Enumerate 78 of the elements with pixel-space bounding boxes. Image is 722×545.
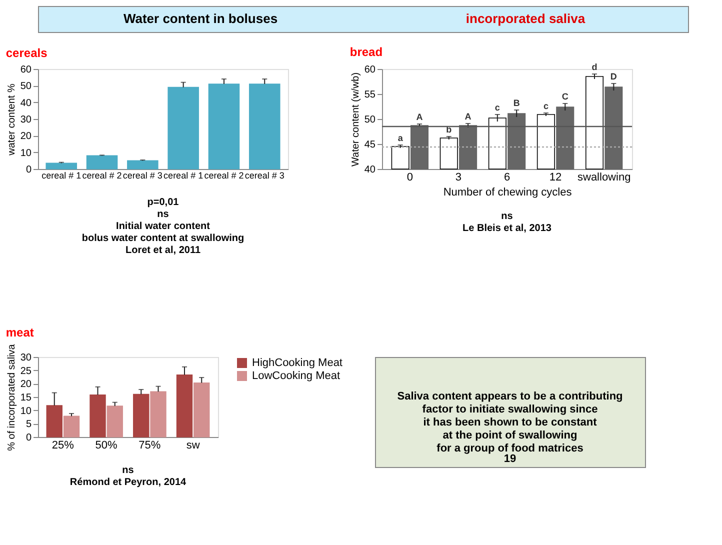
y-tick-label: 40 (364, 164, 376, 176)
y-tick-label: 10 (20, 148, 32, 159)
y-axis-title: water content % (6, 84, 18, 156)
data-label: d (592, 62, 598, 72)
data-label: A (464, 112, 472, 122)
y-tick-label: 45 (364, 140, 376, 150)
data-label: c (494, 102, 500, 112)
y-tick-label: 0 (26, 432, 32, 444)
bar (248, 84, 280, 170)
bar (194, 382, 210, 438)
data-label: B (513, 98, 520, 108)
x-tick-label: cereal # 1 (164, 170, 204, 180)
y-tick-label: 40 (20, 98, 32, 109)
chart-title: bread (350, 45, 383, 59)
text: Le Bleis et al, 2013 (462, 223, 552, 234)
x-tick-label: cereal # 2 (204, 170, 244, 180)
bar (90, 394, 106, 438)
y-tick-label: 25 (20, 366, 32, 377)
x-tick-label: cereal # 3 (244, 170, 284, 180)
bar (208, 84, 240, 170)
y-tick-label: 60 (20, 64, 32, 76)
chart-title: meat (6, 326, 34, 340)
x-tick-label: sw (186, 440, 200, 452)
x-tick-label: swallowing (577, 172, 631, 184)
text: ns (122, 465, 134, 476)
bar (176, 374, 193, 438)
x-tick-label: 25% (52, 440, 74, 452)
data-label: c (543, 101, 548, 111)
data-label: a (398, 133, 404, 143)
x-tick-label: 6 (504, 172, 510, 184)
text: ns (157, 209, 170, 220)
bar (86, 155, 118, 170)
bar (46, 405, 62, 438)
text: ns (501, 211, 514, 222)
legend-label: LowCooking Meat (252, 370, 340, 382)
y-tick-label: 50 (364, 114, 376, 126)
x-tick-label: 75% (138, 440, 161, 452)
text: Loret et al, 2011 (125, 245, 201, 256)
y-axis-title: Water content (w/wb) (350, 72, 362, 167)
y-tick-label: 50 (20, 81, 32, 92)
text: incorporated saliva (466, 11, 586, 26)
x-tick-label: cereal # 2 (82, 170, 122, 180)
data-label: A (416, 112, 424, 122)
chart-title: cereals (6, 46, 48, 60)
x-tick-label: 12 (549, 172, 562, 184)
bar (127, 160, 158, 170)
x-tick-label: cereal # 3 (122, 170, 162, 180)
bar (46, 162, 78, 170)
data-label: C (562, 92, 569, 102)
y-tick-label: 30 (20, 352, 32, 364)
y-tick-label: 5 (26, 419, 32, 430)
x-tick-label: cereal # 1 (42, 170, 82, 180)
x-tick-label: 3 (455, 172, 462, 184)
text: Initial water content (116, 221, 211, 232)
x-axis-title: Number of chewing cycles (443, 186, 572, 198)
bar (150, 391, 166, 438)
y-tick-label: 60 (364, 64, 376, 76)
bar (106, 406, 123, 438)
y-tick-label: 20 (20, 379, 32, 390)
bar (168, 86, 199, 170)
data-label: D (610, 72, 618, 82)
x-tick-label: 50% (95, 440, 118, 452)
y-axis-title: % of incorporated saliva (6, 344, 18, 451)
text: bolus water content at swallowing (82, 233, 244, 244)
legend-label: HighCooking Meat (252, 357, 342, 369)
text: Saliva content appears to be a contributing factor to initiate swallowing since it has been shown to be constant at the point of swallowing for a group of food matrices (397, 390, 623, 454)
bar (63, 416, 80, 438)
y-tick-label: 10 (20, 406, 32, 417)
y-tick-label: 55 (364, 90, 376, 100)
x-tick-label: 0 (406, 172, 413, 184)
y-tick-label: 30 (20, 114, 32, 126)
text: Rémond et Peyron, 2014 (70, 477, 187, 488)
bar (133, 394, 150, 438)
text: p=0,01 (147, 197, 180, 208)
y-tick-label: 15 (20, 392, 32, 404)
text: Water content in boluses (123, 11, 278, 26)
y-tick-label: 20 (20, 131, 32, 142)
text: 19 (504, 453, 516, 466)
